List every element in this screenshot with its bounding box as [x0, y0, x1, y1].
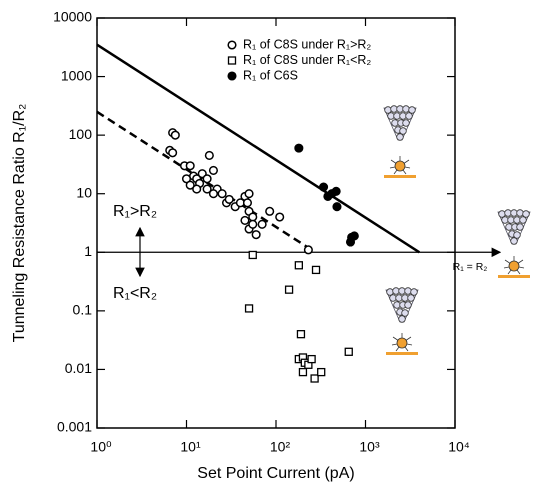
legend-entry: R₁ of C8S under R₁<R₂ [227, 53, 371, 67]
legend-entry: R₁ of C6S [227, 68, 298, 82]
y-tick-label: 10000 [53, 9, 92, 25]
data-point [208, 165, 218, 175]
data-point [170, 130, 180, 140]
data-point [244, 189, 254, 199]
fit-line [96, 43, 421, 254]
legend-label: R₁ of C8S under R₁<R₂ [243, 53, 371, 67]
data-point [257, 219, 267, 229]
data-point [296, 330, 306, 339]
data-point [202, 174, 212, 184]
legend-label: R₁ of C6S [243, 68, 298, 82]
tip-icon-upper [383, 105, 417, 179]
data-point [185, 180, 195, 190]
data-point [284, 285, 294, 294]
data-point [248, 250, 257, 260]
data-point [275, 212, 285, 222]
data-point [265, 206, 275, 216]
data-point [192, 184, 202, 194]
data-point [168, 148, 178, 158]
legend-marker [227, 40, 237, 50]
y-tick-label: 0.01 [65, 360, 92, 376]
x-tick-label: 10¹ [180, 439, 201, 455]
annotation: R₁>R₂ [113, 203, 157, 220]
fit-line [96, 110, 313, 251]
data-point [224, 194, 234, 204]
data-point [303, 245, 313, 255]
data-point [240, 215, 250, 225]
annotation: R₁ = R₂ [453, 261, 488, 273]
data-point [251, 230, 261, 240]
annotation: R₁<R₂ [113, 285, 157, 302]
legend-marker [227, 71, 237, 81]
y-tick-label: 0.1 [73, 302, 93, 318]
data-point [248, 212, 258, 222]
data-point [208, 189, 218, 199]
tip-icon-lower [385, 287, 419, 356]
data-point [332, 202, 342, 212]
data-point [319, 182, 329, 192]
data-point [331, 186, 341, 196]
data-point [248, 219, 258, 229]
data-point [202, 184, 212, 194]
data-point [345, 237, 356, 247]
y-tick-label: 0.001 [57, 419, 92, 435]
x-tick-label: 10³ [359, 439, 380, 455]
data-point [298, 367, 308, 377]
data-point [311, 265, 321, 275]
x-axis-label: Set Point Current (pA) [197, 465, 354, 482]
data-point [204, 150, 214, 161]
data-point [307, 354, 316, 364]
y-tick-label: 100 [69, 126, 93, 142]
legend-entry: R₁ of C8S under R₁>R₂ [227, 37, 371, 51]
legend-label: R₁ of C8S under R₁>R₂ [243, 37, 371, 51]
y-tick-label: 1000 [61, 67, 92, 83]
data-point [310, 374, 319, 383]
data-point [242, 198, 253, 208]
y-tick-label: 1 [84, 243, 92, 259]
data-point [185, 161, 195, 171]
x-tick-label: 10⁰ [90, 439, 112, 455]
data-point [294, 143, 304, 153]
tip-icon-right [497, 209, 531, 279]
data-point [344, 347, 353, 356]
legend-marker [227, 56, 237, 65]
data-point [294, 261, 303, 270]
x-tick-label: 10⁴ [448, 439, 470, 455]
data-point [244, 304, 254, 313]
data-point [317, 367, 326, 377]
y-tick-label: 10 [76, 184, 92, 200]
x-tick-label: 10² [270, 439, 291, 455]
y-axis-label: Tunneling Resistance Ratio R₁/R₂ [11, 104, 28, 343]
data-point [217, 189, 227, 199]
